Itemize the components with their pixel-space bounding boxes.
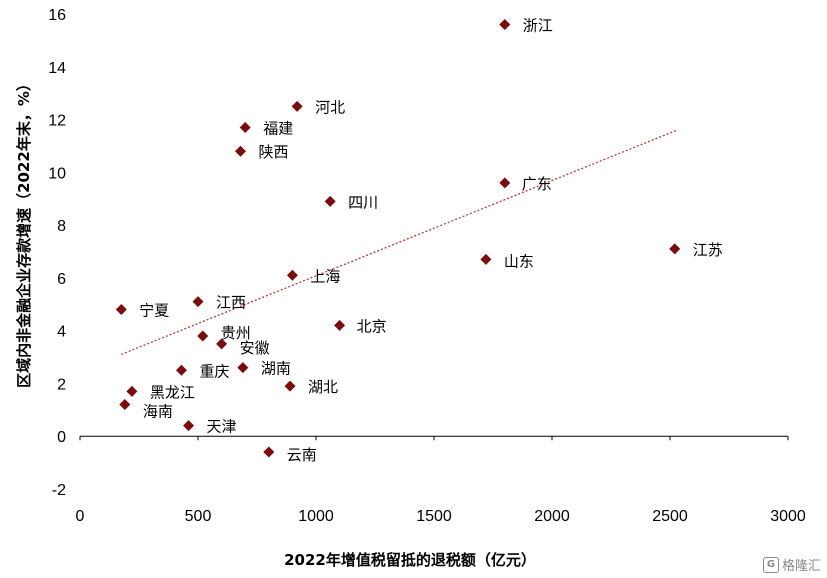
data-point (480, 253, 492, 265)
point-label: 上海 (310, 267, 340, 285)
point-label: 河北 (315, 98, 345, 116)
watermark-text: 格隆汇 (781, 559, 821, 574)
y-tick-label: 8 (57, 218, 66, 235)
y-tick-label: 4 (57, 324, 66, 341)
y-axis-ticks: -2 0 2 4 6 8 10 12 14 16 (48, 7, 66, 499)
point-label: 天津 (207, 418, 237, 436)
data-point (239, 121, 251, 133)
point-label: 宁夏 (139, 302, 169, 320)
watermark-logo-icon: G (762, 556, 779, 573)
data-point (115, 304, 127, 316)
y-tick-label: 16 (48, 7, 66, 24)
data-point (192, 296, 204, 308)
data-point (126, 385, 138, 397)
data-point (263, 446, 275, 458)
x-tick-label: 2500 (652, 508, 688, 525)
y-tick-label: 12 (48, 113, 66, 130)
point-label: 福建 (263, 119, 293, 137)
x-tick-label: 500 (185, 508, 212, 525)
point-label: 湖北 (308, 378, 338, 396)
watermark: G 格隆汇 (762, 555, 821, 574)
point-label: 云南 (287, 446, 317, 464)
point-label: 广东 (522, 175, 552, 193)
point-label: 江西 (216, 294, 246, 312)
data-point (175, 364, 187, 376)
point-label: 重庆 (199, 362, 229, 380)
data-point (499, 19, 511, 31)
data-point (286, 269, 298, 281)
trendline (121, 129, 678, 356)
y-tick-label: 10 (48, 165, 66, 182)
data-point (183, 420, 195, 432)
data-point (216, 338, 228, 350)
y-tick-label: -2 (52, 482, 66, 499)
point-label: 江苏 (693, 241, 723, 259)
x-tick-label: 1000 (298, 508, 334, 525)
data-point (291, 100, 303, 112)
data-point (234, 145, 246, 157)
point-label: 山东 (504, 252, 534, 270)
point-label: 浙江 (523, 17, 553, 35)
point-label: 贵州 (221, 324, 251, 342)
data-point (334, 319, 346, 331)
y-tick-label: 2 (57, 376, 66, 393)
data-point (197, 330, 209, 342)
point-label: 黑龙江 (150, 383, 195, 401)
data-point (669, 243, 681, 255)
point-label: 陕西 (258, 143, 288, 161)
y-axis-title: 区域内非金融企业存款增速（2022年末，%） (15, 76, 33, 388)
point-label: 四川 (348, 193, 378, 211)
x-tick-label: 1500 (416, 508, 452, 525)
x-tick-label: 2000 (534, 508, 570, 525)
point-label: 安徽 (240, 339, 270, 357)
x-axis-ticks: 0 500 1000 1500 2000 2500 3000 (76, 436, 806, 525)
y-tick-label: 0 (57, 429, 66, 446)
data-point (119, 399, 131, 411)
data-point (324, 195, 336, 207)
point-label: 海南 (143, 403, 173, 421)
data-point (499, 177, 511, 189)
data-points (115, 19, 681, 458)
x-axis-title: 2022年增值税留抵的退税额（亿元） (284, 551, 536, 569)
y-tick-label: 14 (48, 60, 66, 77)
y-tick-label: 6 (57, 271, 66, 288)
data-point (284, 380, 296, 392)
x-tick-label: 0 (76, 508, 85, 525)
point-label: 湖南 (261, 360, 291, 378)
data-point (237, 362, 249, 374)
x-tick-label: 3000 (770, 508, 806, 525)
point-label: 北京 (357, 317, 387, 335)
